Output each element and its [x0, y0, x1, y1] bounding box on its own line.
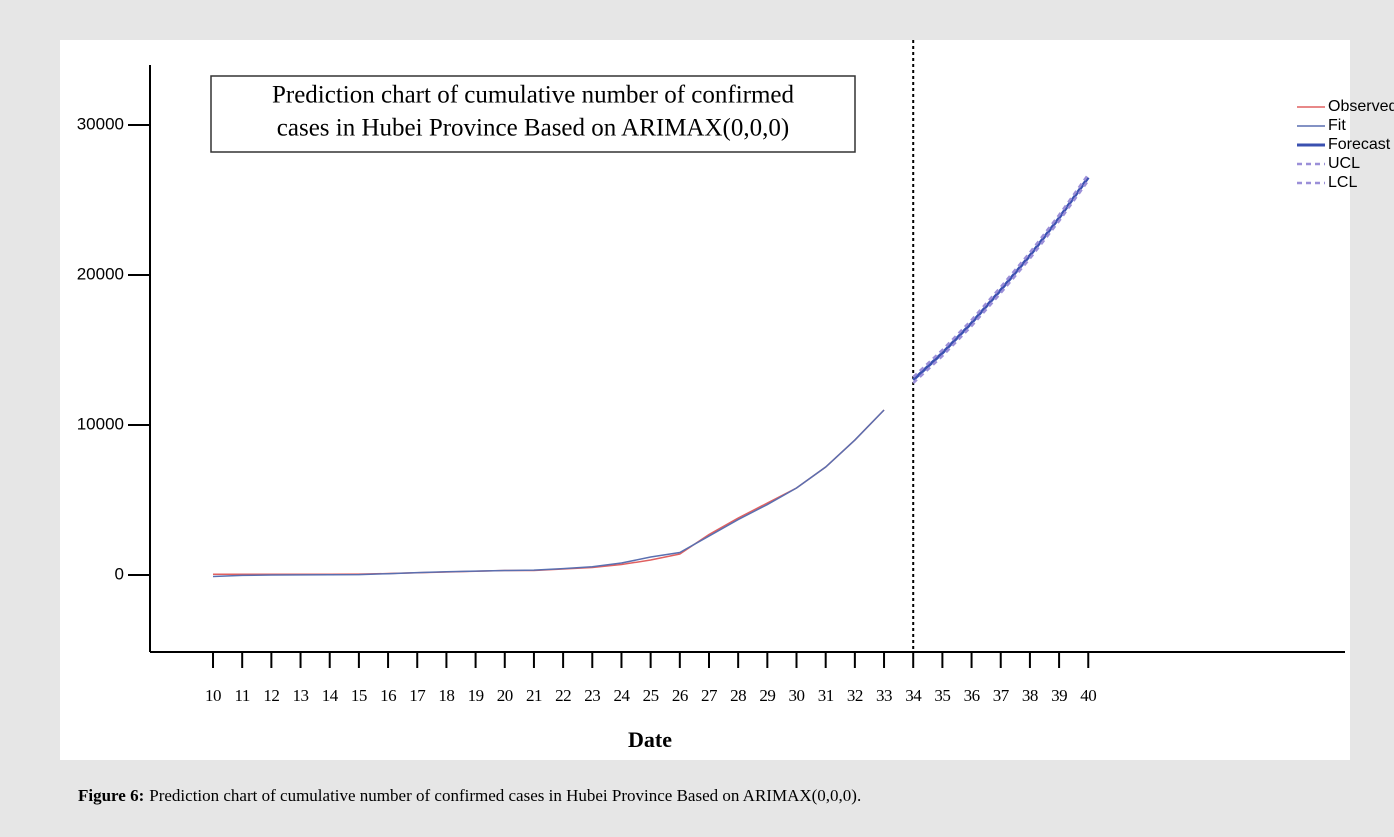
x-tick-label: 34 [905, 686, 922, 705]
x-tick-label: 40 [1080, 686, 1096, 705]
x-tick-label: 12 [263, 686, 279, 705]
x-tick-label: 13 [293, 686, 309, 705]
x-tick-label: 31 [818, 686, 834, 705]
chart-title: Prediction chart of cumulative number of… [272, 82, 795, 109]
y-tick-label: 20000 [77, 265, 124, 284]
x-tick-label: 36 [964, 686, 980, 705]
series-line [212, 409, 885, 578]
x-tick-label: 30 [789, 686, 805, 705]
x-tick-label: 24 [613, 686, 630, 705]
legend-label: UCL [1328, 155, 1360, 172]
legend-label: Forecast [1328, 136, 1391, 153]
x-tick-label: 39 [1051, 686, 1067, 705]
x-tick-label: 25 [643, 686, 659, 705]
legend-label: Observed [1328, 98, 1394, 115]
x-tick-label: 27 [701, 686, 718, 705]
x-tick-label: 18 [438, 686, 454, 705]
y-tick-label: 0 [115, 565, 124, 584]
x-tick-label: 37 [993, 686, 1010, 705]
x-tick-label: 28 [730, 686, 746, 705]
x-tick-label: 38 [1022, 686, 1038, 705]
caption: Figure 6: Prediction chart of cumulative … [78, 786, 861, 805]
x-tick-label: 26 [672, 686, 688, 705]
y-tick-label: 30000 [77, 114, 124, 133]
x-tick-label: 35 [934, 686, 950, 705]
x-tick-label: 11 [235, 686, 250, 705]
series-line [912, 173, 1090, 378]
x-tick-label: 17 [409, 686, 426, 705]
x-tick-label: 10 [205, 686, 221, 705]
x-axis-label: Date [628, 727, 672, 752]
x-tick-label: 15 [351, 686, 367, 705]
legend-label: LCL [1328, 174, 1357, 191]
y-tick-label: 10000 [77, 415, 124, 434]
series-line [912, 179, 1090, 384]
x-tick-label: 19 [468, 686, 484, 705]
x-tick-label: 20 [497, 686, 513, 705]
x-tick-label: 14 [322, 686, 339, 705]
series-line [912, 176, 1090, 382]
x-tick-label: 22 [555, 686, 571, 705]
x-tick-label: 16 [380, 686, 396, 705]
chart-panel [60, 40, 1350, 760]
x-tick-label: 33 [876, 686, 892, 705]
caption-text: Prediction chart of cumulative number of… [149, 786, 861, 805]
chart-title: cases in Hubei Province Based on ARIMAX(… [277, 115, 789, 142]
x-tick-label: 21 [526, 686, 542, 705]
x-tick-label: 29 [759, 686, 775, 705]
caption-label: Figure 6: [78, 786, 144, 805]
title-box [210, 75, 856, 153]
legend-label: Fit [1328, 117, 1346, 134]
x-tick-label: 32 [847, 686, 863, 705]
x-tick-label: 23 [584, 686, 600, 705]
